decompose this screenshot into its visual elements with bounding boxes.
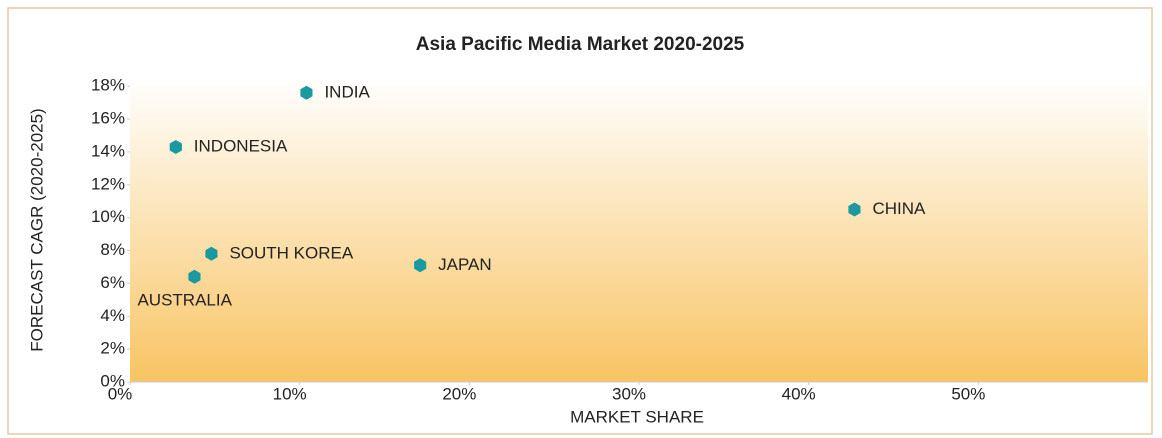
- plot-area: [130, 78, 1148, 382]
- y-tick-label: 12%: [91, 174, 125, 193]
- y-tick-label: 6%: [100, 273, 125, 292]
- point: [414, 258, 427, 273]
- point-label: SOUTH KOREA: [229, 243, 353, 262]
- chart-title: Asia Pacific Media Market 2020-2025: [416, 34, 745, 55]
- y-tick-label: 18%: [91, 76, 125, 95]
- y-tick-label: 8%: [100, 240, 125, 259]
- point: [169, 140, 182, 154]
- y-tick-label: 2%: [100, 339, 125, 358]
- point-label: JAPAN: [438, 255, 492, 274]
- point: [300, 85, 313, 100]
- y-tick-label: 16%: [91, 109, 125, 128]
- y-axis-label: FORECAST CAGR (2020-2025): [27, 108, 46, 351]
- point-label: INDONESIA: [194, 137, 288, 156]
- y-tick-label: 4%: [100, 306, 125, 325]
- x-axis-label: MARKET SHARE: [570, 407, 704, 426]
- point-label: INDIA: [324, 82, 370, 101]
- x-tick-label: 40%: [782, 384, 816, 403]
- y-tick-label: 10%: [91, 207, 125, 226]
- point: [205, 246, 218, 261]
- x-tick-label: 50%: [951, 384, 985, 403]
- y-tick-label: 0%: [100, 371, 125, 390]
- point: [188, 269, 201, 284]
- y-tick-label: 14%: [91, 141, 125, 160]
- x-tick-label: 10%: [273, 384, 307, 403]
- point: [848, 202, 861, 217]
- x-tick-label: 20%: [442, 384, 476, 403]
- x-tick-label: 30%: [612, 384, 646, 403]
- point-label: AUSTRALIA: [137, 290, 232, 309]
- x-tick-label: 0%: [108, 384, 133, 403]
- point-label: CHINA: [872, 199, 926, 218]
